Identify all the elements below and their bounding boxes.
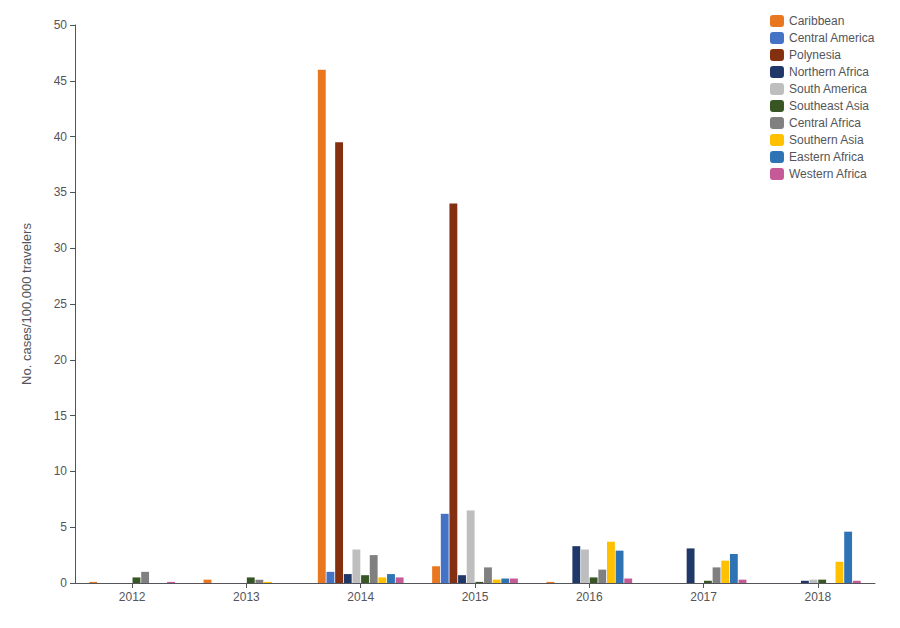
svg-text:Eastern Africa: Eastern Africa — [789, 150, 864, 164]
svg-text:South America: South America — [789, 82, 867, 96]
svg-text:2018: 2018 — [805, 590, 832, 604]
svg-text:40: 40 — [54, 130, 68, 144]
svg-text:2012: 2012 — [119, 590, 146, 604]
svg-text:Central Africa: Central Africa — [789, 116, 861, 130]
svg-text:2015: 2015 — [462, 590, 489, 604]
svg-text:35: 35 — [54, 185, 68, 199]
svg-text:No. cases/100,000 travelers: No. cases/100,000 travelers — [19, 223, 34, 385]
svg-text:Southeast Asia: Southeast Asia — [789, 99, 869, 113]
svg-text:20: 20 — [54, 353, 68, 367]
svg-text:2017: 2017 — [690, 590, 717, 604]
svg-text:5: 5 — [60, 520, 67, 534]
svg-text:45: 45 — [54, 74, 68, 88]
svg-text:Southern Asia: Southern Asia — [789, 133, 864, 147]
svg-text:15: 15 — [54, 409, 68, 423]
svg-text:Northern Africa: Northern Africa — [789, 65, 869, 79]
svg-text:Western Africa: Western Africa — [789, 167, 867, 181]
svg-text:2013: 2013 — [233, 590, 260, 604]
svg-text:10: 10 — [54, 464, 68, 478]
svg-text:50: 50 — [54, 18, 68, 32]
svg-text:Central America: Central America — [789, 31, 875, 45]
svg-text:25: 25 — [54, 297, 68, 311]
svg-text:2014: 2014 — [347, 590, 374, 604]
svg-text:Caribbean: Caribbean — [789, 14, 844, 28]
svg-text:30: 30 — [54, 241, 68, 255]
svg-text:2016: 2016 — [576, 590, 603, 604]
svg-text:0: 0 — [60, 576, 67, 590]
svg-text:Polynesia: Polynesia — [789, 48, 841, 62]
